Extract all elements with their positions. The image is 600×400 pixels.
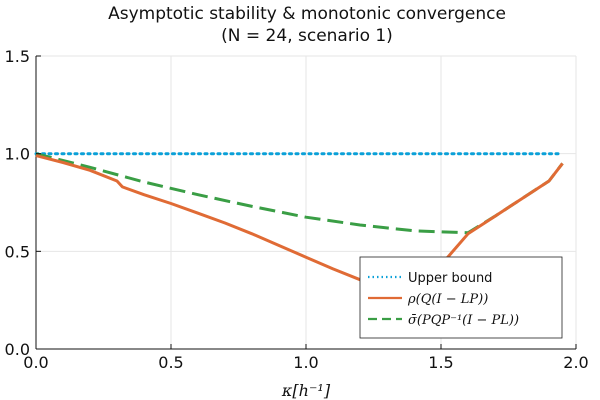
legend-item-upper-bound: Upper bound: [368, 271, 492, 286]
x-tick-label: 0.5: [158, 353, 183, 372]
x-tick-label: 2.0: [563, 353, 588, 372]
y-tick-label: 0.0: [5, 340, 30, 359]
tick-labels: 0.0 0.5 1.0 1.5 2.0 0.0 0.5 1.0 1.5: [5, 47, 589, 372]
legend-label: σ̄(PQP⁻¹(I − PL)): [408, 313, 519, 328]
legend-item-sigma: σ̄(PQP⁻¹(I − PL)): [368, 313, 519, 328]
legend: Upper bound ρ(Q(I − LP)) σ̄(PQP⁻¹(I − PL)): [359, 256, 563, 339]
x-axis-label: κ[h⁻¹]: [281, 381, 331, 400]
y-tick-label: 0.5: [5, 242, 30, 261]
chart-subtitle: (N = 24, scenario 1): [221, 26, 393, 46]
x-tick-label: 1.5: [428, 353, 453, 372]
series-rho-line: [35, 154, 564, 292]
legend-label: Upper bound: [408, 271, 492, 286]
legend-item-rho: ρ(Q(I − LP)): [368, 292, 488, 307]
y-tick-label: 1.0: [5, 145, 30, 164]
x-tick-label: 0.0: [23, 353, 48, 372]
series-sigma-line: [35, 152, 564, 235]
legend-label: ρ(Q(I − LP)): [407, 292, 488, 307]
plot-area: [34, 152, 564, 292]
y-tick-label: 1.5: [5, 47, 30, 66]
x-tick-label: 1.0: [293, 353, 318, 372]
chart-title: Asymptotic stability & monotonic converg…: [108, 4, 506, 24]
